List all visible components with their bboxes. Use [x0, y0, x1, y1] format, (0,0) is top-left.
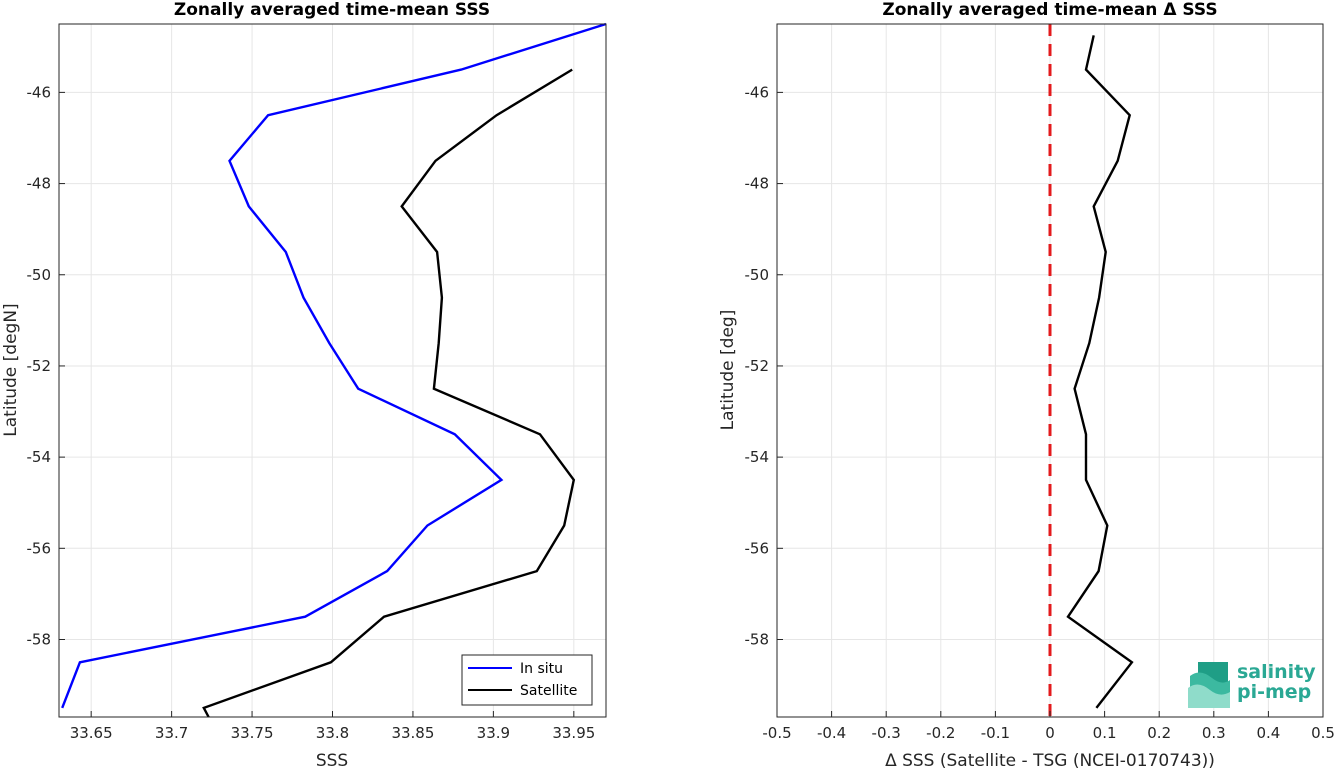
legend-insitu-label: In situ — [520, 661, 563, 677]
legend-satellite-label: Satellite — [520, 683, 577, 699]
salinity-pi-mep-logo: salinity pi-mep — [1188, 661, 1316, 708]
sss-y-tick-label: -50 — [27, 266, 52, 284]
sss-y-tick-label: -54 — [27, 448, 52, 466]
sss-grid — [59, 24, 606, 717]
delta-x-tick-label: 0.3 — [1202, 724, 1226, 742]
delta-y-tick-label: -50 — [745, 266, 770, 284]
delta-x-tick-label: -0.4 — [817, 724, 846, 742]
delta-x-axis-label: Δ SSS (Satellite - TSG (NCEI-0170743)) — [885, 751, 1215, 769]
delta-y-tick-label: -52 — [745, 357, 770, 375]
delta-y-tick-label: -46 — [745, 83, 770, 101]
sss-y-tick-label: -56 — [27, 539, 52, 557]
sss-y-tick-label: -52 — [27, 357, 52, 375]
delta-y-tick-label: -48 — [745, 175, 770, 193]
delta-y-tick-label: -58 — [745, 630, 770, 648]
legend-box — [461, 654, 593, 706]
delta-y-tick-label: -54 — [745, 448, 770, 466]
delta-x-tick-label: -0.2 — [926, 724, 955, 742]
sss-series-satellite-line — [202, 68, 576, 718]
delta-series-group — [1048, 24, 1134, 717]
sss-y-tick-label: -48 — [27, 175, 52, 193]
sss-x-tick-label: 33.85 — [391, 724, 434, 742]
sss-y-tick-label: -46 — [27, 83, 52, 101]
legend: In situ Satellite — [461, 654, 593, 706]
sss-x-tick-label: 33.7 — [155, 724, 188, 742]
sss-chart-title: Zonally averaged time-mean SSS — [174, 0, 490, 20]
delta-x-tick-label: 0 — [1045, 724, 1055, 742]
sss-x-axis-label: SSS — [316, 751, 348, 769]
delta-series-delta-line — [1066, 35, 1134, 709]
delta-x-tick-label: 0.5 — [1311, 724, 1335, 742]
delta-x-tick-label: 0.4 — [1256, 724, 1280, 742]
sss-x-tick-label: 33.8 — [316, 724, 349, 742]
sss-x-tick-label: 33.75 — [231, 724, 274, 742]
delta-x-tick-label: -0.5 — [762, 724, 791, 742]
sss-x-tick-label: 33.65 — [70, 724, 113, 742]
sss-x-tick-label: 33.9 — [477, 724, 510, 742]
sss-series-group — [61, 22, 607, 718]
logo-line2: pi-mep — [1237, 681, 1311, 703]
sss-y-tick-label: -58 — [27, 630, 52, 648]
logo-line1: salinity — [1237, 661, 1316, 683]
delta-sss-panel: -0.5 -0.4 -0.3 -0.2 -0.1 0 0.1 0.2 0.3 0.4 0.5 -46 -… — [718, 0, 1335, 769]
delta-y-axis-label: Latitude [deg] — [718, 310, 738, 431]
sss-ticks: 33.65 33.7 33.75 33.8 33.85 33.9 33.95 -46 -48 -5… — [27, 83, 596, 742]
delta-x-tick-label: 0.2 — [1147, 724, 1171, 742]
delta-chart-title: Zonally averaged time-mean Δ SSS — [882, 0, 1217, 20]
sss-series-in-situ-line — [61, 22, 607, 709]
sss-y-axis-label: Latitude [degN] — [1, 303, 21, 436]
delta-ticks: -0.5 -0.4 -0.3 -0.2 -0.1 0 0.1 0.2 0.3 0.4 0.5 -46 -… — [745, 83, 1335, 742]
sss-panel: 33.65 33.7 33.75 33.8 33.85 33.9 33.95 -46 -48 -5… — [1, 0, 607, 769]
delta-x-tick-label: -0.3 — [872, 724, 901, 742]
sss-x-tick-label: 33.95 — [552, 724, 595, 742]
delta-y-tick-label: -56 — [745, 539, 770, 557]
delta-x-tick-label: -0.1 — [981, 724, 1010, 742]
logo-wave-icon — [1188, 662, 1230, 708]
delta-x-tick-label: 0.1 — [1093, 724, 1117, 742]
